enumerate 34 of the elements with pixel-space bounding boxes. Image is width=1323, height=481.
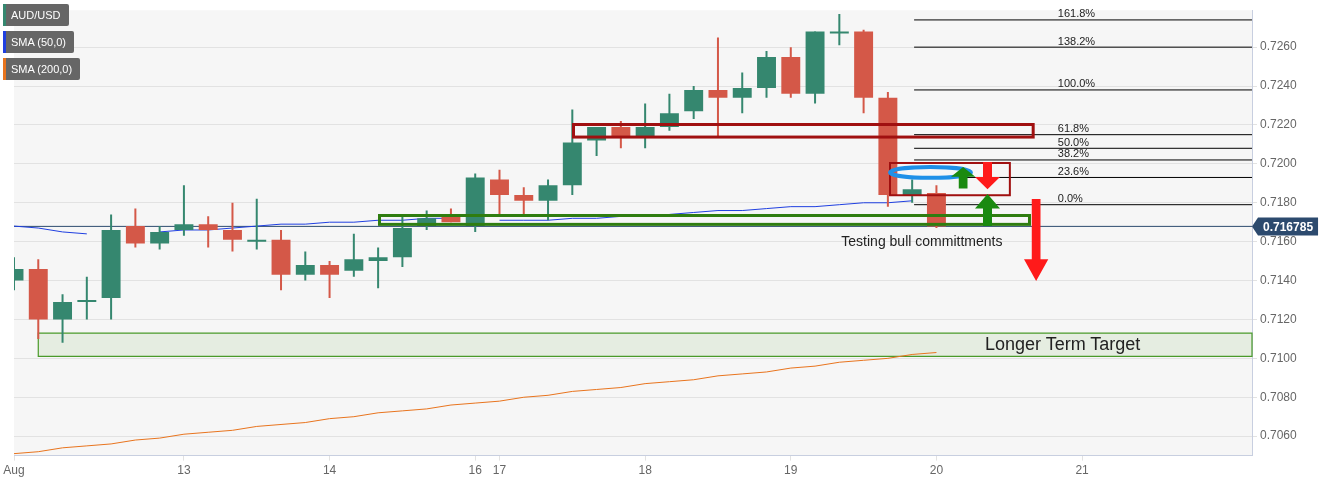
y-tick-label: 0.7260 xyxy=(1260,39,1298,54)
legend-label: AUD/USD xyxy=(11,9,61,21)
y-tick-label: 0.7100 xyxy=(1260,350,1298,365)
annotation: 50.0% xyxy=(1057,135,1090,148)
annotation: 38.2% xyxy=(1057,147,1090,160)
annotation: 23.6% xyxy=(1057,165,1090,177)
y-tick-label: 0.7240 xyxy=(1260,78,1298,93)
annotation: Testing bull committments xyxy=(841,232,1003,249)
x-tick-label: 17 xyxy=(492,463,507,478)
x-tick-label: 19 xyxy=(784,463,798,478)
y-tick-label: 0.7060 xyxy=(1260,428,1298,443)
annotation: 0.0% xyxy=(1057,192,1084,205)
x-tick-label: 20 xyxy=(929,463,944,478)
y-tick-label: 0.7120 xyxy=(1260,311,1298,326)
y-tick-label: 0.7200 xyxy=(1260,156,1298,171)
y-tick-label: 0.7220 xyxy=(1260,117,1298,132)
y-tick-label: 0.7180 xyxy=(1260,195,1298,210)
x-tick-label: 21 xyxy=(1075,463,1090,478)
annotation: 138.2% xyxy=(1057,34,1096,47)
band-label: Longer Term Target xyxy=(984,333,1141,354)
annotation: 161.8% xyxy=(1057,7,1096,20)
x-tick-label: 14 xyxy=(322,463,337,478)
x-tick-label: Aug xyxy=(3,463,25,478)
annotation: 61.8% xyxy=(1057,122,1090,135)
y-tick-label: 0.7080 xyxy=(1260,389,1298,404)
legend-label: SMA (50,0) xyxy=(11,36,67,48)
x-tick-label: 13 xyxy=(177,463,191,478)
ref-line-label: 0.716785 xyxy=(1263,219,1314,234)
annotation: 100.0% xyxy=(1057,77,1096,90)
x-tick-label: 18 xyxy=(638,463,653,478)
y-tick-label: 0.7140 xyxy=(1260,272,1298,287)
y-tick-label: 0.7160 xyxy=(1260,233,1298,248)
x-tick-label: 16 xyxy=(468,463,483,478)
legend-label: SMA (200,0) xyxy=(11,63,73,75)
